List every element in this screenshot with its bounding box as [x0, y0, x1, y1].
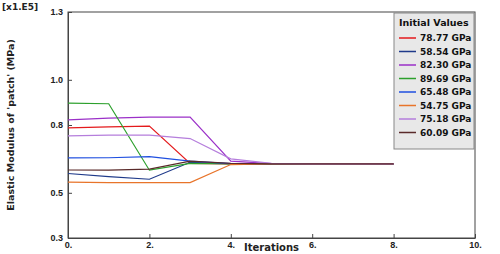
- x-tick-mark: [149, 234, 150, 238]
- legend-swatch: [399, 91, 416, 93]
- series-line: [68, 135, 394, 164]
- plot-area: [68, 103, 394, 183]
- series-line: [68, 103, 394, 170]
- y-tick-label: 1.0: [50, 75, 63, 85]
- legend-swatch: [399, 51, 416, 53]
- x-tick-mark: [231, 234, 232, 238]
- legend-label: 89.69 GPa: [420, 74, 471, 84]
- x-tick: 6.: [309, 234, 317, 250]
- legend-swatch: [399, 118, 416, 120]
- y-tick-label: 0.8: [50, 120, 63, 130]
- series-line: [68, 126, 394, 164]
- y-tick: 0.8: [50, 120, 72, 130]
- legend-swatch: [399, 105, 416, 107]
- legend-label: 75.18 GPa: [420, 114, 471, 124]
- legend-title: Initial Values: [399, 17, 469, 28]
- chart: 0. 2. 4. 6. 8. 10. 0.3 0.5 0.8 1.0 1.3 Iterations El…: [0, 0, 500, 254]
- x-tick-mark: [394, 234, 395, 238]
- x-tick: 10.: [469, 234, 482, 250]
- x-axis-line: [69, 238, 476, 239]
- legend-label: 82.30 GPa: [420, 60, 471, 70]
- x-tick-label: 8.: [390, 240, 398, 250]
- x-tick-mark: [312, 234, 313, 238]
- legend-swatch: [399, 37, 416, 39]
- y-tick-mark: [68, 238, 72, 239]
- y-tick-mark: [68, 80, 72, 81]
- legend-label: 78.77 GPa: [420, 33, 471, 43]
- legend-swatch: [399, 64, 416, 66]
- legend-swatch: [399, 78, 416, 80]
- x-tick-label: 0.: [65, 240, 73, 250]
- x-tick-label: 4.: [228, 240, 236, 250]
- x-tick: 8.: [390, 234, 398, 250]
- y-tick-mark: [68, 125, 72, 126]
- plot-frame: [68, 12, 475, 238]
- axis-multiplier: [x1.E5]: [2, 2, 38, 12]
- x-tick-label: 2.: [146, 240, 154, 250]
- x-axis-title: Iterations: [244, 242, 299, 253]
- legend: Initial Values 78.77 GPa 58.54 GPa 82.30 GP…: [394, 13, 474, 149]
- series-line: [68, 164, 394, 183]
- y-tick-mark: [68, 12, 72, 13]
- legend-label: 54.75 GPa: [420, 101, 471, 111]
- legend-box: [394, 13, 474, 149]
- y-tick: 1.3: [50, 7, 72, 17]
- y-tick-mark: [68, 193, 72, 194]
- series-line: [68, 161, 394, 170]
- y-tick-label: 1.3: [50, 7, 63, 17]
- x-tick-label: 10.: [469, 240, 482, 250]
- y-tick-label: 0.5: [50, 188, 63, 198]
- series-line: [68, 157, 394, 164]
- x-tick-label: 6.: [309, 240, 317, 250]
- legend-swatch: [399, 132, 416, 134]
- legend-label: 65.48 GPa: [420, 87, 471, 97]
- series-line: [68, 117, 394, 164]
- y-tick: 0.5: [50, 188, 72, 198]
- x-tick: 2.: [146, 234, 154, 250]
- y-axis-title: Elastic Modulus of 'patch' (MPa): [5, 39, 16, 211]
- x-tick-mark: [475, 234, 476, 238]
- y-tick: 0.3: [50, 233, 72, 243]
- y-tick-label: 0.3: [50, 233, 63, 243]
- legend-label: 58.54 GPa: [420, 47, 471, 57]
- y-tick: 1.0: [50, 75, 72, 85]
- y-axis: 0.3 0.5 0.8 1.0 1.3: [50, 7, 72, 243]
- x-tick: 4.: [228, 234, 236, 250]
- legend-label: 60.09 GPa: [420, 128, 471, 138]
